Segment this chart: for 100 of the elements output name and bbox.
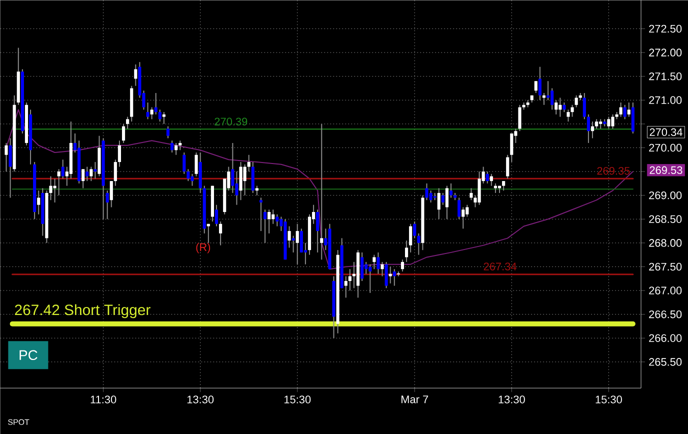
ref-line-label: 269.35 bbox=[597, 166, 630, 175]
candlestick bbox=[502, 180, 506, 192]
candlestick bbox=[243, 164, 246, 196]
candlestick bbox=[214, 204, 218, 227]
candlestick bbox=[8, 138, 12, 198]
annotation: (R) bbox=[196, 243, 210, 254]
candlestick bbox=[478, 171, 481, 206]
y-tick-label: 272.50 bbox=[649, 24, 682, 33]
candlestick bbox=[170, 140, 174, 153]
candlestick bbox=[449, 182, 453, 198]
candlestick bbox=[300, 228, 303, 253]
candlestick bbox=[53, 178, 56, 203]
candlestick bbox=[114, 159, 117, 186]
x-tick-label: 15:30 bbox=[284, 396, 311, 404]
candlestick bbox=[146, 102, 150, 120]
candlestick bbox=[619, 102, 622, 118]
candlestick bbox=[599, 118, 602, 130]
candlestick bbox=[166, 126, 170, 139]
candlestick bbox=[259, 197, 263, 232]
candlestick bbox=[550, 88, 554, 110]
candlestick bbox=[466, 204, 469, 218]
y-tick-label: 266.00 bbox=[649, 334, 682, 342]
candlestick bbox=[190, 173, 194, 186]
text: 269.53 bbox=[650, 166, 682, 174]
candlestick bbox=[118, 140, 122, 168]
x-tick-label: Mar 7 bbox=[402, 396, 428, 404]
candlestick bbox=[562, 102, 566, 113]
candlestick bbox=[510, 132, 514, 162]
candlestick bbox=[174, 142, 178, 156]
candlestick bbox=[239, 161, 242, 201]
candlestick bbox=[219, 220, 222, 246]
candlestick bbox=[534, 80, 538, 94]
candlestick bbox=[400, 259, 404, 272]
candlestick bbox=[94, 161, 97, 180]
candlestick bbox=[470, 188, 473, 201]
candlestick bbox=[458, 197, 461, 220]
annotation: PC bbox=[20, 350, 38, 360]
candlestick bbox=[623, 104, 626, 120]
candlestick bbox=[627, 102, 630, 118]
candlestick bbox=[437, 188, 440, 220]
ref-line-label: 267.34 bbox=[484, 262, 516, 270]
y-tick-label: 265.50 bbox=[649, 358, 682, 366]
candlestick bbox=[417, 232, 420, 256]
candlestick bbox=[90, 166, 93, 182]
candlestick bbox=[554, 100, 558, 115]
candlestick bbox=[61, 159, 64, 180]
candlestick bbox=[368, 264, 372, 294]
candlestick bbox=[37, 190, 40, 215]
candlestick bbox=[595, 118, 598, 130]
candlestick bbox=[263, 209, 267, 244]
candlestick bbox=[134, 64, 138, 86]
candlestick bbox=[586, 114, 590, 144]
candlestick bbox=[110, 180, 113, 208]
candlestick bbox=[255, 185, 258, 196]
candlestick bbox=[292, 235, 295, 253]
x-tick-label: 11:30 bbox=[90, 396, 116, 404]
candlestick bbox=[296, 223, 299, 265]
candlestick bbox=[194, 152, 198, 177]
candlestick bbox=[409, 223, 412, 253]
candlestick bbox=[392, 268, 396, 286]
y-tick-label: 268.00 bbox=[649, 239, 682, 247]
x-tick-label: 13:30 bbox=[498, 396, 525, 404]
y-tick-label: 271.50 bbox=[649, 72, 682, 80]
candlestick bbox=[82, 168, 85, 189]
candlestick bbox=[542, 92, 546, 106]
candlestick bbox=[106, 190, 109, 220]
candlestick bbox=[186, 168, 190, 182]
candlestick bbox=[288, 226, 291, 248]
candlestick bbox=[506, 154, 510, 180]
candlestick bbox=[344, 276, 348, 298]
candlestick bbox=[86, 166, 89, 182]
candlestick bbox=[206, 223, 210, 244]
y-tick-label: 267.50 bbox=[649, 262, 682, 271]
candlestick bbox=[251, 161, 254, 194]
candlestick bbox=[235, 171, 238, 206]
candlestick bbox=[150, 106, 154, 120]
candlestick bbox=[348, 268, 352, 291]
candlestick bbox=[268, 209, 271, 234]
candlestick bbox=[486, 171, 489, 184]
candlestick bbox=[162, 112, 166, 124]
x-tick-label: 13:30 bbox=[187, 396, 214, 404]
y-tick-label: 270.00 bbox=[649, 144, 682, 152]
candlestick bbox=[276, 214, 279, 227]
candlestick bbox=[320, 123, 324, 260]
candlestick bbox=[590, 121, 594, 139]
candlestick bbox=[445, 185, 448, 220]
candlestick bbox=[4, 142, 8, 172]
candlestick bbox=[582, 92, 586, 120]
ref-line-label: 267.42 Short Trigger bbox=[14, 304, 150, 318]
candlestick bbox=[558, 97, 562, 118]
candlestick bbox=[126, 116, 130, 130]
candlestick bbox=[49, 176, 52, 201]
y-tick-label: 271.00 bbox=[649, 96, 682, 104]
candlestick bbox=[607, 116, 610, 130]
candlestick bbox=[57, 168, 60, 196]
candlestick bbox=[490, 173, 493, 186]
candlestick bbox=[429, 190, 432, 203]
candlestick bbox=[384, 261, 388, 289]
y-tick-label: 267.00 bbox=[649, 286, 682, 294]
candlestick bbox=[570, 104, 574, 118]
